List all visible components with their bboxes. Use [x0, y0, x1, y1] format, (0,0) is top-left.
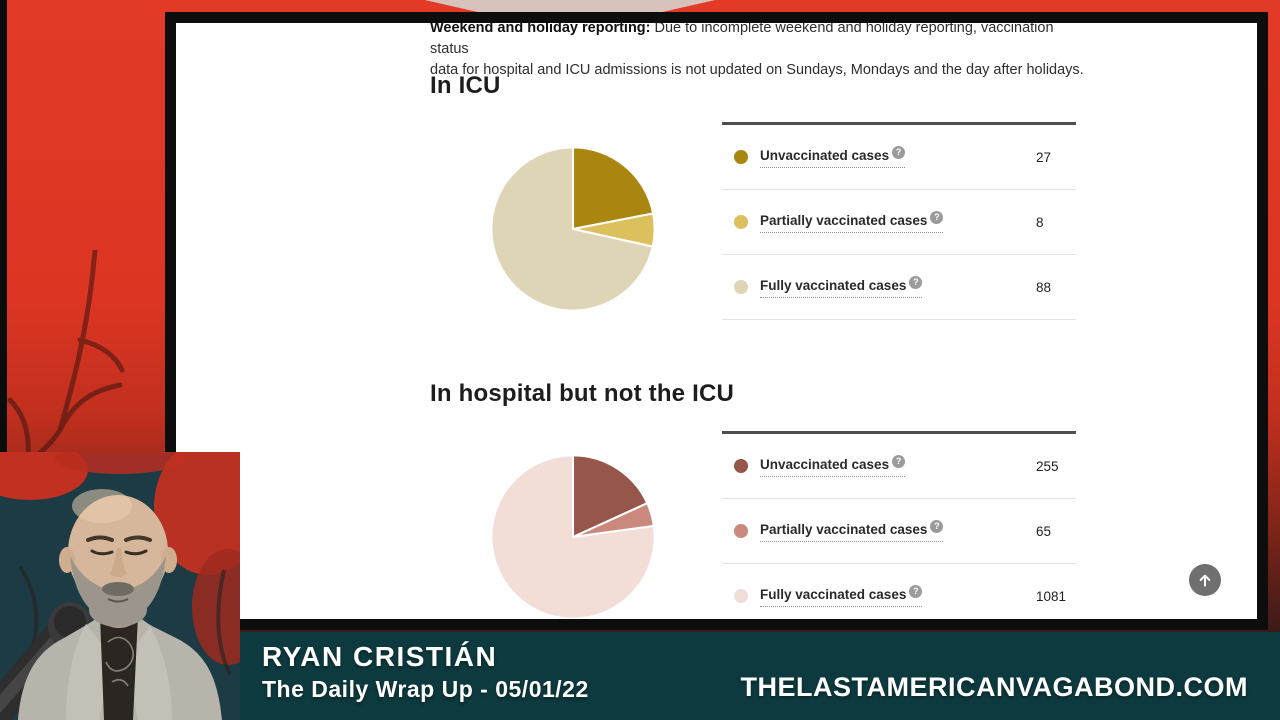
- legend-value: 1081: [1036, 588, 1067, 604]
- pie-slice[interactable]: [571, 454, 649, 539]
- website-url: THELASTAMERICANVAGABOND.COM: [740, 672, 1248, 702]
- legend-value: 8: [1036, 214, 1044, 230]
- background-wedge: [424, 0, 716, 12]
- show-title: The Daily Wrap Up - 05/01/22: [262, 676, 589, 702]
- legend-dot: [734, 150, 748, 164]
- legend-value: 27: [1036, 149, 1052, 165]
- legend-label-unvaccinated[interactable]: Unvaccinated cases?: [760, 455, 906, 477]
- legend-value: 88: [1036, 279, 1052, 295]
- legend-dot: [734, 280, 748, 294]
- legend-row: Unvaccinated cases? 255: [722, 434, 1076, 499]
- legend-row: Partially vaccinated cases? 65: [722, 499, 1076, 564]
- notice-line2: data for hospital and ICU admissions is …: [430, 62, 1084, 78]
- webcam-overlay: [0, 452, 240, 720]
- legend-label-fully-vaccinated[interactable]: Fully vaccinated cases?: [760, 276, 923, 298]
- notice-bold: Weekend and holiday reporting:: [430, 20, 651, 36]
- legend-row: Fully vaccinated cases? 88: [722, 255, 1076, 320]
- help-icon[interactable]: ?: [930, 520, 944, 533]
- help-icon[interactable]: ?: [892, 146, 906, 159]
- arrow-up-icon: [1199, 574, 1211, 587]
- pie-slice[interactable]: [490, 454, 656, 619]
- legend-icu: Unvaccinated cases? 27 Partially vaccina…: [722, 122, 1076, 320]
- legend-hospital: Unvaccinated cases? 255 Partially vaccin…: [722, 431, 1076, 619]
- help-icon[interactable]: ?: [930, 211, 944, 224]
- legend-dot: [734, 524, 748, 538]
- person-avatar: [0, 452, 240, 720]
- pie-chart-hospital[interactable]: [488, 452, 658, 622]
- pie-slice[interactable]: [571, 146, 655, 231]
- legend-value: 255: [1036, 458, 1059, 474]
- legend-row: Fully vaccinated cases? 1081: [722, 564, 1076, 619]
- help-icon[interactable]: ?: [909, 276, 923, 289]
- legend-dot: [734, 459, 748, 473]
- legend-label-partially-vaccinated[interactable]: Partially vaccinated cases?: [760, 211, 944, 233]
- content-window: Weekend and holiday reporting: Due to in…: [165, 12, 1268, 630]
- scroll-to-top-button[interactable]: [1189, 564, 1221, 596]
- notice-line1: Due to incomplete weekend and holiday re…: [430, 20, 1054, 57]
- notice-text: Weekend and holiday reporting: Due to in…: [430, 20, 1090, 81]
- pie-slice[interactable]: [490, 146, 654, 312]
- legend-row: Partially vaccinated cases? 8: [722, 190, 1076, 255]
- pie-chart-icu[interactable]: [488, 144, 658, 314]
- section-title-icu: In ICU: [430, 72, 501, 99]
- host-name: RYAN CRISTIÁN: [262, 641, 498, 672]
- left-edge-strip: [0, 0, 7, 455]
- legend-label-partially-vaccinated[interactable]: Partially vaccinated cases?: [760, 520, 944, 542]
- legend-label-unvaccinated[interactable]: Unvaccinated cases?: [760, 146, 906, 168]
- help-icon[interactable]: ?: [892, 455, 906, 468]
- legend-dot: [734, 589, 748, 603]
- section-title-hospital: In hospital but not the ICU: [430, 380, 735, 407]
- branch-silhouettes: [7, 250, 125, 460]
- legend-dot: [734, 215, 748, 229]
- legend-value: 65: [1036, 523, 1052, 539]
- help-icon[interactable]: ?: [909, 585, 923, 598]
- legend-label-fully-vaccinated[interactable]: Fully vaccinated cases?: [760, 585, 923, 607]
- legend-row: Unvaccinated cases? 27: [722, 125, 1076, 190]
